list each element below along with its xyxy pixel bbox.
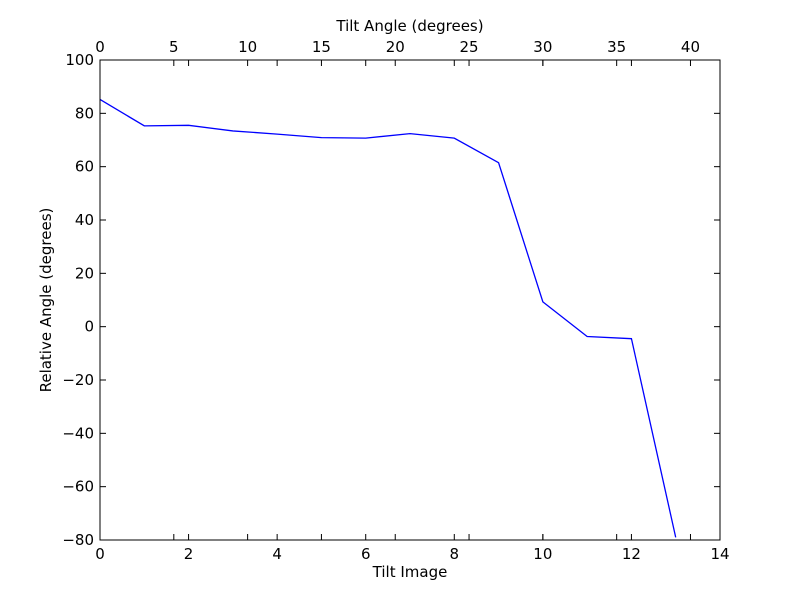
top-x-tick-label: 15 xyxy=(312,38,331,56)
x-tick-label: 12 xyxy=(622,545,641,563)
x-tick-label: 10 xyxy=(533,545,552,563)
series-line xyxy=(99,98,677,538)
x-tick-label: 4 xyxy=(272,545,282,563)
plot-frame xyxy=(99,59,721,541)
x-tick-label: 14 xyxy=(710,545,729,563)
data-line-layer xyxy=(99,98,677,538)
top-x-axis-label: Tilt Angle (degrees) xyxy=(335,17,483,35)
y-tick-label: −60 xyxy=(62,478,94,496)
top-x-tick-label: 0 xyxy=(95,38,105,56)
top-x-tick-label: 20 xyxy=(386,38,405,56)
top-x-tick-label: 25 xyxy=(460,38,479,56)
y-tick-label: 80 xyxy=(75,104,94,122)
tick-layer: 0 2 4 6 8 10 12 14 0 5 10 15 20 25 30 35 40 −80 −60 −40 −20 0… xyxy=(62,38,729,563)
y-tick-label: −40 xyxy=(62,424,94,442)
x-tick-label: 8 xyxy=(450,545,460,563)
y-tick-label: 100 xyxy=(65,51,94,69)
y-tick-label: 0 xyxy=(84,318,94,336)
top-x-tick-label: 30 xyxy=(533,38,552,56)
top-x-tick-label: 5 xyxy=(169,38,179,56)
top-x-tick-label: 35 xyxy=(607,38,626,56)
y-tick-label: −80 xyxy=(62,531,94,549)
y-tick-label: 40 xyxy=(75,211,94,229)
y-axis-label: Relative Angle (degrees) xyxy=(37,208,55,393)
y-tick-label: −20 xyxy=(62,371,94,389)
top-x-tick-label: 10 xyxy=(238,38,257,56)
x-tick-label: 0 xyxy=(95,545,105,563)
x-tick-label: 6 xyxy=(361,545,371,563)
y-tick-label: 60 xyxy=(75,158,94,176)
y-tick-label: 20 xyxy=(75,264,94,282)
x-tick-label: 2 xyxy=(184,545,194,563)
x-axis-label: Tilt Image xyxy=(372,563,448,581)
top-x-tick-label: 40 xyxy=(681,38,700,56)
